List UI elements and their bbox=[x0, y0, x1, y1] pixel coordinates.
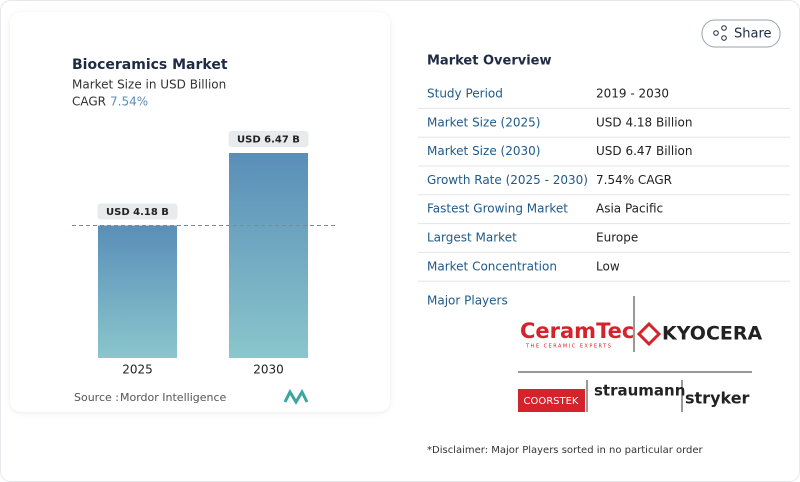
overview-value: 2019 - 2030 bbox=[596, 87, 669, 101]
logo-kyocera: KYOCERA bbox=[662, 323, 763, 345]
logo-ceramtec-tag: THE CERAMIC EXPERTS bbox=[525, 344, 612, 350]
share-button[interactable]: Share bbox=[701, 19, 781, 48]
share-icon bbox=[721, 25, 727, 31]
overview-label: Market Size (2025) bbox=[427, 115, 540, 129]
overview-label: Largest Market bbox=[427, 231, 517, 245]
value-label: USD 6.47 B bbox=[237, 135, 300, 146]
logo-ceramtec: CeramTec bbox=[520, 319, 634, 343]
share-icon bbox=[721, 35, 727, 41]
brand-logo bbox=[283, 388, 309, 405]
value-label: USD 4.18 B bbox=[106, 207, 169, 218]
overview-title: Market Overview bbox=[427, 54, 551, 69]
logo-coorstek-box bbox=[518, 389, 585, 412]
players-title: Major Players bbox=[427, 294, 508, 308]
cagr-value: 7.54% bbox=[110, 95, 148, 109]
logo-grid bbox=[518, 296, 752, 412]
value-label-box bbox=[228, 131, 309, 147]
overview-value: USD 6.47 Billion bbox=[596, 144, 693, 158]
source-label: Source : bbox=[74, 391, 119, 404]
overview-value: 7.54% CAGR bbox=[596, 173, 672, 187]
source: Mordor Intelligence bbox=[120, 391, 227, 404]
overview-label: Fastest Growing Market bbox=[427, 202, 568, 216]
disclaimer: *Disclaimer: Major Players sorted in no … bbox=[427, 445, 704, 456]
bar bbox=[98, 225, 177, 358]
logo-coorstek: COORSTEK bbox=[523, 396, 578, 407]
overview-value: USD 4.18 Billion bbox=[596, 115, 693, 129]
overview-label: Market Concentration bbox=[427, 259, 557, 273]
logo-straumann: straumann bbox=[594, 382, 685, 400]
x-tick-label: 2030 bbox=[253, 363, 284, 377]
bar bbox=[229, 153, 308, 358]
chart-subtitle: Market Size in USD Billion bbox=[72, 78, 226, 92]
overview-value: Asia Pacific bbox=[596, 202, 663, 216]
logo-stryker: stryker bbox=[685, 389, 750, 408]
chart-title: Bioceramics Market bbox=[72, 57, 228, 73]
overview-label: Market Size (2030) bbox=[427, 144, 540, 158]
overview-label: Growth Rate (2025 - 2030) bbox=[427, 173, 588, 187]
kyocera-mark bbox=[636, 321, 662, 347]
share-icon bbox=[713, 30, 719, 36]
x-tick-label: 2025 bbox=[122, 363, 153, 377]
overview-value: Low bbox=[596, 259, 620, 273]
overview-label: Study Period bbox=[427, 87, 503, 101]
cagr-label: CAGR bbox=[72, 95, 106, 109]
value-label-box bbox=[97, 203, 178, 220]
share-text[interactable]: Share bbox=[734, 27, 772, 42]
overview-value: Europe bbox=[596, 231, 638, 245]
